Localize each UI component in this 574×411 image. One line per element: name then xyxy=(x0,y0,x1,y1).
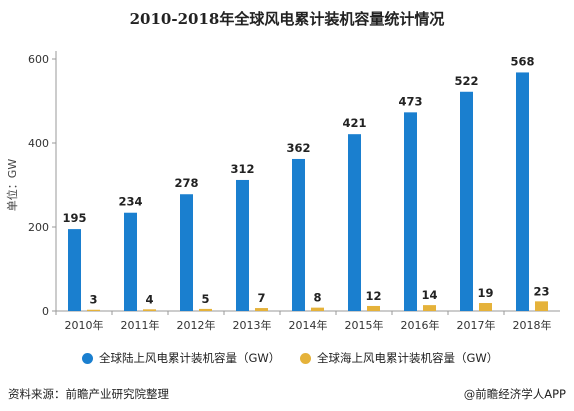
bar-offshore xyxy=(87,309,100,311)
legend-item-onshore: 全球陆上风电累计装机容量（GW） xyxy=(82,350,280,366)
legend-item-offshore: 全球海上风电累计装机容量（GW） xyxy=(300,350,498,366)
y-tick-label: 600 xyxy=(28,53,49,66)
bar-offshore xyxy=(367,305,380,311)
data-label-offshore: 3 xyxy=(89,293,97,307)
y-tick-label: 0 xyxy=(42,305,49,318)
bar-onshore xyxy=(236,179,249,311)
bar-onshore xyxy=(124,212,137,311)
data-label-onshore: 421 xyxy=(342,116,366,130)
data-label-onshore: 195 xyxy=(62,211,86,225)
bar-offshore xyxy=(423,305,436,311)
data-label-onshore: 312 xyxy=(230,162,254,176)
legend-label-offshore: 全球海上风电累计装机容量（GW） xyxy=(317,351,499,365)
data-label-offshore: 19 xyxy=(477,286,493,300)
bar-offshore xyxy=(199,308,212,311)
legend-swatch-offshore xyxy=(300,352,311,364)
data-label-offshore: 14 xyxy=(421,288,437,302)
bar-onshore xyxy=(292,158,305,311)
bar-onshore xyxy=(348,134,361,311)
y-tick-label: 200 xyxy=(28,221,49,234)
source-note: 资料来源：前瞻产业研究院整理 xyxy=(8,387,169,401)
data-label-onshore: 362 xyxy=(286,141,310,155)
data-label-offshore: 4 xyxy=(145,292,153,306)
y-axis-label: 单位：GW xyxy=(5,159,19,212)
data-label-offshore: 5 xyxy=(201,292,209,306)
data-label-onshore: 278 xyxy=(174,176,198,190)
x-tick-label: 2018年 xyxy=(513,318,552,332)
legend-swatch-onshore xyxy=(82,352,93,364)
bar-onshore xyxy=(180,194,193,311)
bar-offshore xyxy=(311,307,324,311)
data-label-offshore: 7 xyxy=(257,291,265,305)
data-label-onshore: 522 xyxy=(454,74,478,88)
legend-label-onshore: 全球陆上风电累计装机容量（GW） xyxy=(99,351,281,365)
x-tick-label: 2011年 xyxy=(121,318,160,332)
bar-onshore xyxy=(516,72,529,311)
bar-offshore xyxy=(535,301,548,311)
x-tick-label: 2010年 xyxy=(65,318,104,332)
brand-credit: @前瞻经济学人APP xyxy=(463,387,566,401)
data-label-onshore: 568 xyxy=(510,54,534,68)
chart-title: 2010-2018年全球风电累计装机容量统计情况 xyxy=(129,10,445,28)
y-tick-label: 400 xyxy=(28,137,49,150)
bar-offshore xyxy=(143,309,156,311)
bar-onshore xyxy=(68,229,81,311)
data-label-offshore: 12 xyxy=(365,289,381,303)
x-tick-label: 2016年 xyxy=(401,318,440,332)
x-tick-label: 2012年 xyxy=(177,318,216,332)
x-tick-label: 2014年 xyxy=(289,318,328,332)
bar-onshore xyxy=(404,112,417,311)
data-label-onshore: 234 xyxy=(118,195,142,209)
x-tick-label: 2017年 xyxy=(457,318,496,332)
bar-onshore xyxy=(460,91,473,311)
x-tick-label: 2015年 xyxy=(345,318,384,332)
bar-offshore xyxy=(255,308,268,311)
x-tick-label: 2013年 xyxy=(233,318,272,332)
data-label-offshore: 23 xyxy=(533,284,549,298)
bar-offshore xyxy=(479,303,492,311)
data-label-onshore: 473 xyxy=(398,94,422,108)
data-label-offshore: 8 xyxy=(313,291,321,305)
